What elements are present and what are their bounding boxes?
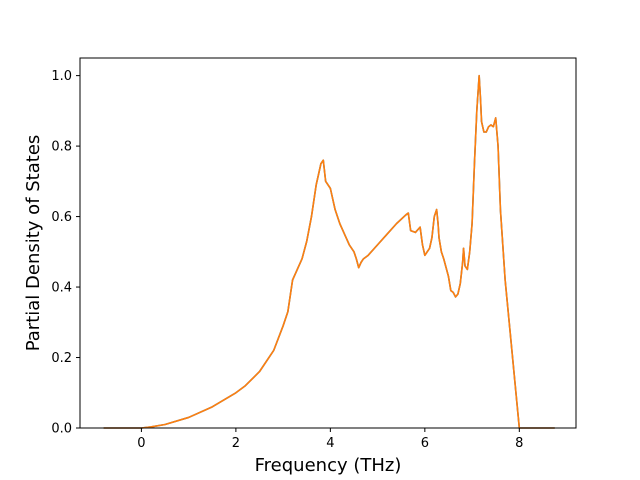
x-axis-ticks: 0 2 4 6 8 bbox=[137, 428, 523, 451]
x-axis-label: Frequency (THz) bbox=[255, 455, 402, 476]
x-tick-label: 6 bbox=[421, 436, 429, 451]
y-tick-label: 0.8 bbox=[51, 140, 72, 155]
y-tick-label: 0.4 bbox=[51, 281, 72, 296]
x-tick-label: 8 bbox=[515, 436, 523, 451]
y-tick-label: 0.2 bbox=[51, 351, 72, 366]
y-axis-ticks: 0.0 0.2 0.4 0.6 0.8 1.0 bbox=[51, 69, 80, 437]
plot-area bbox=[103, 74, 555, 429]
y-tick-label: 0.6 bbox=[51, 210, 72, 225]
x-tick-label: 2 bbox=[232, 436, 240, 451]
series-line-2 bbox=[103, 74, 555, 429]
y-tick-label: 0.0 bbox=[51, 422, 72, 437]
y-axis-label: Partial Density of States bbox=[23, 135, 44, 352]
y-tick-label: 1.0 bbox=[51, 69, 72, 84]
x-tick-label: 0 bbox=[137, 436, 145, 451]
axes-frame bbox=[79, 57, 577, 429]
x-tick-label: 4 bbox=[326, 436, 334, 451]
